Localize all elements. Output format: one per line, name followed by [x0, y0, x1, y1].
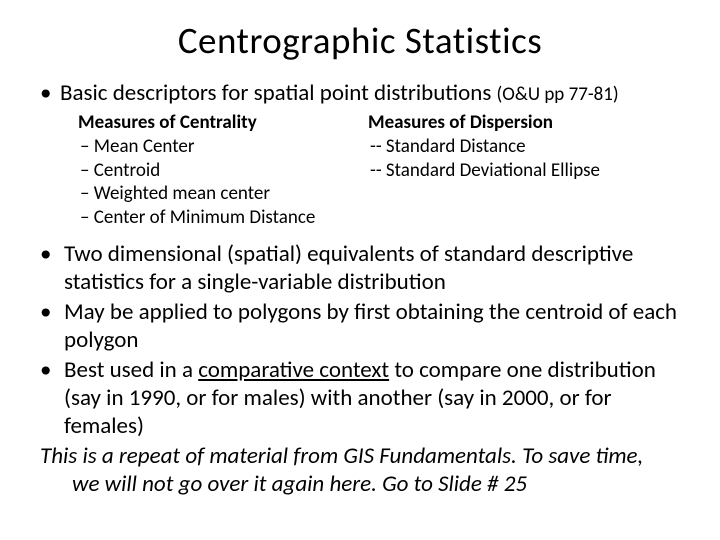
intro-bullet: •Basic descriptors for spatial point dis…: [40, 79, 692, 107]
footer-italic: This is a repeat of material from GIS Fu…: [40, 442, 692, 498]
bullet-dot: •: [40, 356, 60, 440]
left-head: Measures of Centrality: [78, 111, 368, 135]
right-item: -- Standard Deviational Ellipse: [368, 159, 692, 183]
intro-ref: (O&U pp 77-81): [497, 83, 619, 106]
left-column: Measures of Centrality – Mean Center – C…: [78, 111, 368, 230]
footer-line2: we will not go over it again here. Go to…: [40, 470, 692, 498]
left-item: – Centroid: [78, 159, 368, 183]
right-column: Measures of Dispersion -- Standard Dista…: [368, 111, 692, 230]
main-bullets: • Two dimensional (spatial) equivalents …: [40, 240, 692, 440]
right-head: Measures of Dispersion: [368, 111, 692, 135]
left-item: – Weighted mean center: [78, 182, 368, 206]
list-item: • Best used in a comparative context to …: [40, 356, 692, 440]
bullet-dot: •: [40, 240, 60, 296]
list-item: • May be applied to polygons by first ob…: [40, 298, 692, 354]
bullet-pre: Best used in a: [64, 356, 198, 384]
bullet-text: Two dimensional (spatial) equivalents of…: [60, 240, 692, 296]
intro-text: Basic descriptors for spatial point dist…: [60, 79, 497, 107]
bullet-dot: •: [40, 298, 60, 354]
bullet-underline: comparative context: [198, 356, 389, 384]
left-item: – Mean Center: [78, 135, 368, 159]
slide-title: Centrographic Statistics: [28, 18, 692, 63]
footer-line1: This is a repeat of material from GIS Fu…: [40, 442, 643, 470]
columns: Measures of Centrality – Mean Center – C…: [78, 111, 692, 230]
list-item: • Two dimensional (spatial) equivalents …: [40, 240, 692, 296]
bullet-text: Best used in a comparative context to co…: [60, 356, 692, 440]
right-item: -- Standard Distance: [368, 135, 692, 159]
bullet-dot: •: [40, 79, 60, 107]
bullet-text: May be applied to polygons by first obta…: [60, 298, 692, 354]
left-item: – Center of Minimum Distance: [78, 206, 368, 230]
